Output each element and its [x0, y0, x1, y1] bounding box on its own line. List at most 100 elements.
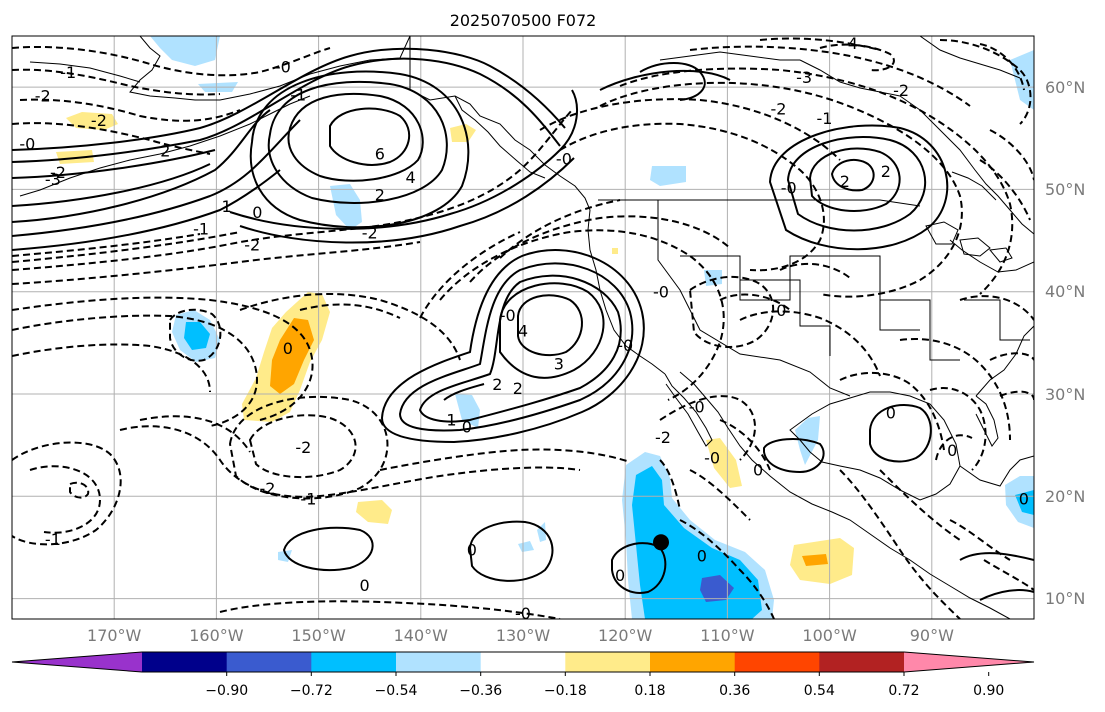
- shade-patch: [518, 541, 534, 552]
- contour-label: 0: [467, 540, 477, 559]
- lat-label: 40°N: [1045, 282, 1085, 301]
- contour-label: 0: [615, 566, 625, 585]
- contour-label: -2: [260, 479, 276, 498]
- colorbar-segment: [650, 652, 736, 672]
- colorbar-label: 0.54: [804, 683, 835, 699]
- shade-patch: [330, 184, 362, 230]
- colorbar-label: 0.90: [973, 683, 1004, 699]
- contour-label: 0: [947, 441, 957, 460]
- contour-label: 2: [513, 379, 523, 398]
- contour-label: -3: [796, 68, 812, 87]
- shade-patch: [150, 36, 220, 66]
- colorbar-label: −0.90: [205, 683, 248, 699]
- contour-label: -1: [817, 109, 833, 128]
- lat-label: 10°N: [1045, 589, 1085, 608]
- colorbar-segment: [819, 652, 905, 672]
- contour-label: 4: [518, 322, 528, 341]
- contour-label: 2: [492, 375, 502, 394]
- contour-label: -1: [290, 85, 306, 104]
- contour-label: 3: [554, 354, 564, 373]
- contour-label: -0: [653, 283, 669, 302]
- lon-label: 150°W: [291, 626, 346, 645]
- contour-label: 2: [881, 162, 891, 181]
- colorbar-label: 0.36: [719, 683, 750, 699]
- colorbar-extend-low: [12, 652, 142, 672]
- contour-label: -0: [781, 178, 797, 197]
- longitude-labels: 170°W 160°W 150°W 140°W 130°W 120°W 110°…: [87, 626, 954, 645]
- colorbar-segment: [480, 652, 566, 672]
- colorbar-segment: [734, 652, 820, 672]
- latitude-labels: 60°N 50°N 40°N 30°N 20°N 10°N: [1045, 78, 1085, 608]
- contour-label: -3: [45, 170, 61, 189]
- contour-label: -0: [515, 604, 531, 623]
- colorbar-label: −0.18: [544, 683, 587, 699]
- contour-label: 0: [252, 203, 262, 222]
- negative-contours: [12, 37, 1034, 619]
- colorbar-label: −0.36: [459, 683, 502, 699]
- colorbar-outline: [11, 651, 1035, 673]
- shade-patch: [650, 166, 686, 186]
- contour-label: -2: [655, 428, 671, 447]
- lat-label: 20°N: [1045, 487, 1085, 506]
- lat-label: 60°N: [1045, 78, 1085, 97]
- contour-label: -1: [300, 489, 316, 508]
- contour-label: 1: [222, 197, 232, 216]
- contour-label: -0: [19, 134, 35, 153]
- contour-label: -1: [60, 63, 76, 82]
- shade-patch: [632, 466, 762, 619]
- positive-contours: [12, 47, 1034, 601]
- contour-label: -2: [893, 81, 909, 100]
- shade-patch: [56, 150, 94, 164]
- contour-label: 2: [840, 172, 850, 191]
- map-title: 2025070500 F072: [450, 11, 597, 30]
- contour-label: -1: [45, 530, 61, 549]
- lon-label: 130°W: [496, 626, 551, 645]
- contour-label: -2: [91, 111, 107, 130]
- contour-label: 2: [160, 142, 170, 161]
- colorbar-label: 0.72: [888, 683, 919, 699]
- contour-label: 0: [1019, 489, 1029, 508]
- lon-label: 140°W: [394, 626, 449, 645]
- colorbar-label: −0.54: [375, 683, 418, 699]
- contour-label: -2: [295, 438, 311, 457]
- contour-label: -0: [771, 301, 787, 320]
- colorbar-label: −0.72: [290, 683, 333, 699]
- colorbar-label: 0.18: [634, 683, 665, 699]
- shade-patch: [700, 575, 734, 602]
- colorbar-segment: [311, 652, 397, 672]
- shade-patch: [184, 322, 210, 350]
- shade-patch: [802, 554, 828, 566]
- colorbar-segment: [142, 652, 228, 672]
- lon-label: 100°W: [802, 626, 857, 645]
- contour-label: -0: [617, 336, 633, 355]
- contour-label: 1: [446, 411, 456, 430]
- lat-label: 50°N: [1045, 180, 1085, 199]
- contour-label: 4: [406, 168, 416, 187]
- contour-label: -2: [362, 223, 378, 242]
- shade-patch: [356, 500, 392, 524]
- contour-label: -2: [771, 100, 787, 119]
- contour-label: -4: [842, 34, 858, 53]
- marker-point: [653, 534, 669, 551]
- contour-label: -0: [704, 448, 720, 467]
- lon-label: 90°W: [910, 626, 954, 645]
- contour-label: -2: [244, 236, 260, 255]
- contour-label: -0: [556, 150, 572, 169]
- shade-patch: [537, 522, 546, 542]
- contour-label: -2: [35, 86, 51, 105]
- colorbar-segment: [226, 652, 312, 672]
- lon-label: 170°W: [87, 626, 142, 645]
- lon-label: 160°W: [189, 626, 244, 645]
- map-frame: [11, 35, 1035, 620]
- shade-patch: [450, 124, 476, 142]
- contour-label: 0: [283, 339, 293, 358]
- contour-label: 2: [375, 186, 385, 205]
- contour-label: -1: [193, 219, 209, 238]
- colorbar-segment: [565, 652, 651, 672]
- colorbar: −0.90 −0.72 −0.54 −0.36 −0.18 0.18 0.36 0.54 0.7…: [11, 651, 1035, 699]
- shade-patch: [612, 248, 618, 254]
- shaded-fields: [56, 36, 1034, 619]
- contour-label: 0: [753, 461, 763, 480]
